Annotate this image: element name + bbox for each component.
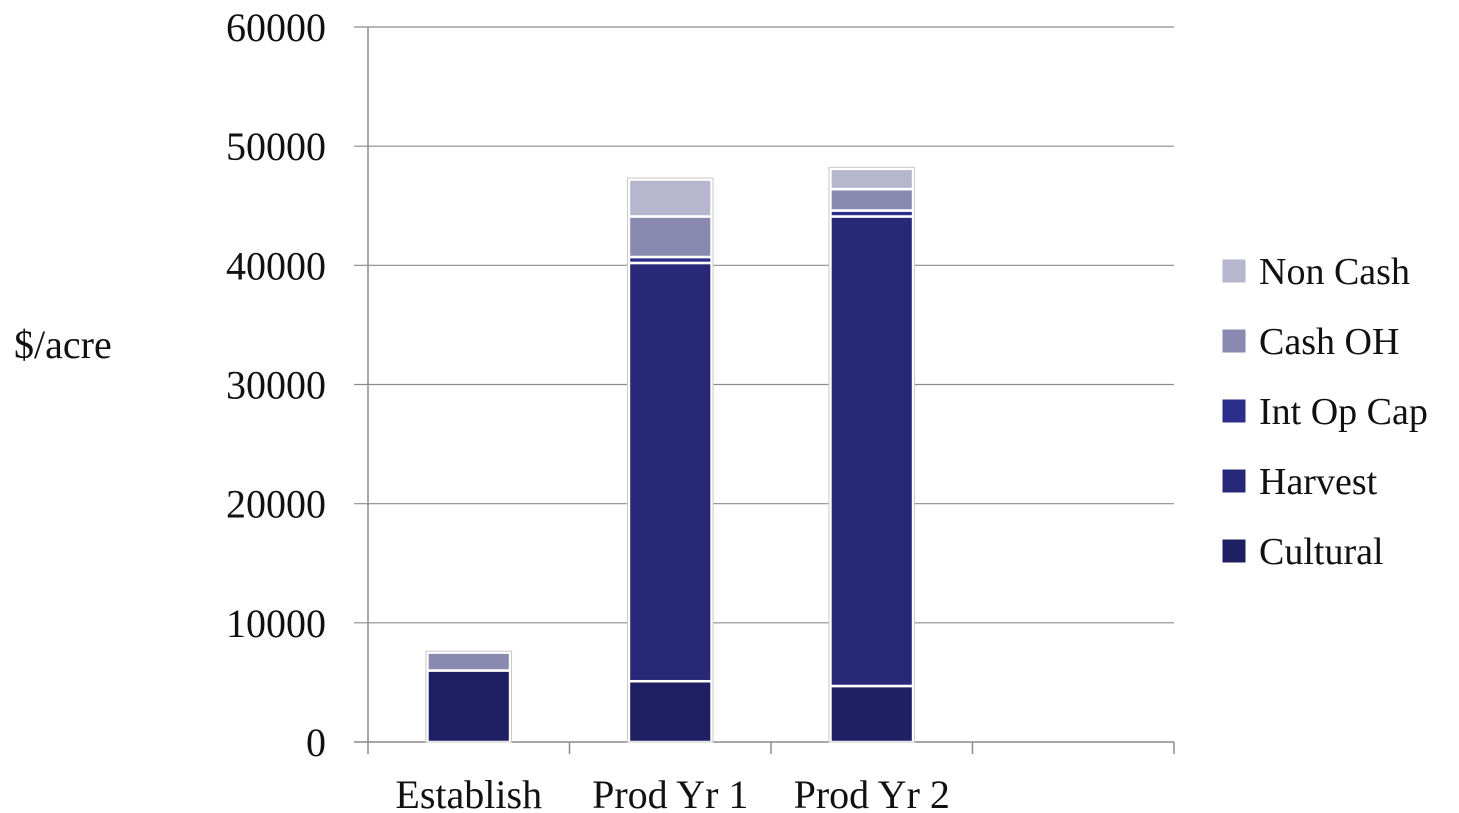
legend-swatch bbox=[1221, 468, 1247, 494]
bar-outline bbox=[425, 650, 513, 743]
bar-non-cash bbox=[829, 167, 915, 191]
legend-swatch bbox=[1221, 328, 1247, 354]
x-tick-labels: Establish Prod Yr 1 Prod Yr 2 bbox=[395, 772, 949, 813]
x-tick-label: Prod Yr 1 bbox=[592, 772, 748, 813]
bar-outline bbox=[828, 166, 916, 743]
bar-non-cash bbox=[627, 178, 713, 218]
legend-label: Cash OH bbox=[1259, 321, 1399, 363]
legend-label: Cultural bbox=[1259, 531, 1384, 573]
y-tick-label: 50000 bbox=[226, 124, 326, 169]
bars bbox=[425, 166, 916, 744]
y-tick-labels: 0 10000 20000 30000 40000 50000 60000 bbox=[226, 5, 326, 765]
y-tick-label: 30000 bbox=[226, 363, 326, 408]
bar-cultural bbox=[627, 679, 713, 744]
bar-harvest bbox=[627, 261, 713, 683]
bar-cultural bbox=[829, 684, 915, 744]
axes bbox=[354, 27, 1175, 754]
legend-label: Harvest bbox=[1259, 461, 1378, 503]
x-tick-label: Establish bbox=[395, 772, 542, 813]
y-axis-label: $/acre bbox=[14, 322, 112, 367]
bar-harvest bbox=[829, 215, 915, 688]
x-tick-label: Prod Yr 2 bbox=[794, 772, 950, 813]
y-tick-label: 0 bbox=[306, 720, 326, 765]
y-tick-label: 10000 bbox=[226, 601, 326, 646]
gridlines bbox=[354, 26, 1174, 624]
bar-outline bbox=[626, 177, 714, 743]
bar-cash-oh bbox=[627, 215, 713, 259]
bar-cash-oh bbox=[426, 651, 512, 672]
legend-swatch bbox=[1221, 258, 1247, 284]
y-tick-label: 40000 bbox=[226, 243, 326, 288]
legend: Non Cash Cash OH Int Op Cap Harvest Cultural bbox=[1221, 251, 1428, 573]
y-tick-label: 20000 bbox=[226, 482, 326, 527]
legend-label: Int Op Cap bbox=[1259, 391, 1428, 433]
legend-label: Non Cash bbox=[1259, 251, 1410, 293]
legend-swatch bbox=[1221, 398, 1247, 424]
bar-cultural bbox=[426, 669, 512, 744]
bar-cash-oh bbox=[829, 187, 915, 212]
legend-swatch bbox=[1221, 538, 1247, 564]
y-tick-label: 60000 bbox=[226, 5, 326, 50]
